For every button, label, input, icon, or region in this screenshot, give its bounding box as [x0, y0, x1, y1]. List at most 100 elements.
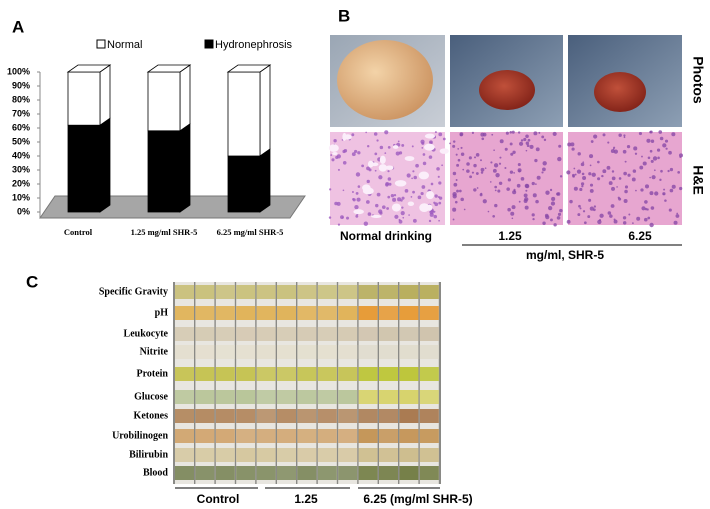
nucleus — [636, 216, 641, 221]
nucleus — [649, 222, 654, 228]
nucleus — [476, 187, 479, 189]
nucleus — [606, 165, 611, 170]
nucleus — [649, 191, 654, 196]
nucleus — [578, 204, 581, 208]
nucleus — [556, 216, 561, 220]
nucleus — [626, 144, 631, 149]
nucleus — [532, 193, 537, 198]
nucleus — [373, 132, 378, 136]
test-pad — [358, 327, 378, 341]
nucleus — [541, 135, 545, 139]
nucleus — [438, 201, 442, 205]
nucleus — [641, 155, 643, 158]
nucleus — [400, 211, 405, 216]
panel-b: Photos H&E Normal drinking 1.25 6.25 mg/… — [328, 35, 706, 262]
nucleus — [497, 189, 501, 193]
bar — [67, 124, 101, 213]
test-pad — [297, 466, 317, 480]
nucleus — [475, 172, 479, 175]
nucleus — [434, 202, 439, 207]
nucleus — [342, 149, 346, 154]
nucleus — [384, 152, 387, 154]
lumen — [371, 214, 382, 218]
test-pad — [277, 367, 296, 381]
test-pad — [175, 327, 194, 341]
nucleus — [466, 169, 470, 173]
nucleus — [597, 219, 602, 225]
nucleus — [452, 140, 456, 143]
nucleus — [669, 188, 674, 193]
nucleus — [511, 130, 515, 134]
nucleus — [460, 197, 464, 202]
nucleus — [538, 131, 541, 134]
test-pad — [399, 345, 419, 359]
nucleus — [484, 167, 487, 170]
test-pad — [236, 306, 256, 320]
nucleus — [543, 138, 547, 142]
nucleus — [428, 155, 433, 159]
nucleus — [607, 211, 612, 215]
nucleus — [454, 200, 458, 204]
test-pad — [338, 367, 358, 381]
test-pad — [215, 345, 235, 359]
nucleus — [559, 175, 563, 178]
bar-top — [66, 64, 112, 73]
test-pad — [236, 409, 256, 423]
row-label: Nitrite — [140, 346, 169, 357]
test-pad — [256, 367, 276, 381]
nucleus — [456, 189, 459, 193]
test-pad — [215, 390, 235, 404]
nucleus — [577, 152, 581, 156]
nucleus — [657, 156, 660, 160]
nucleus — [336, 154, 341, 159]
column-label: 6.25 — [628, 229, 652, 243]
nucleus — [438, 219, 440, 222]
nucleus — [368, 168, 372, 172]
test-pad — [358, 367, 378, 381]
nucleus — [392, 197, 397, 202]
nucleus — [573, 167, 576, 170]
nucleus — [401, 143, 405, 147]
nucleus — [552, 131, 557, 136]
nucleus — [473, 188, 477, 192]
nucleus — [430, 182, 434, 186]
nucleus — [618, 133, 622, 137]
nucleus — [329, 188, 332, 191]
nucleus — [668, 208, 672, 212]
nucleus — [557, 212, 562, 216]
nucleus — [466, 162, 470, 166]
nucleus — [457, 148, 460, 150]
test-pad — [195, 345, 215, 359]
test-pad — [338, 466, 358, 480]
test-pad — [338, 390, 358, 404]
nucleus — [351, 133, 355, 137]
nucleus — [420, 139, 425, 144]
nucleus — [513, 172, 515, 174]
nucleus — [480, 192, 483, 195]
nucleus — [535, 183, 537, 185]
nucleus — [507, 207, 511, 212]
nucleus — [512, 150, 516, 154]
nucleus — [455, 179, 458, 181]
nucleus — [393, 194, 397, 197]
nucleus — [493, 163, 499, 168]
nucleus — [638, 131, 643, 136]
nucleus — [506, 187, 510, 191]
nucleus — [633, 146, 638, 151]
nucleus — [341, 139, 344, 141]
test-pad — [419, 306, 439, 320]
nucleus — [452, 171, 457, 176]
he-image — [568, 132, 682, 225]
nucleus — [582, 176, 587, 181]
nucleus — [398, 151, 403, 155]
nucleus — [468, 156, 472, 160]
nucleus — [573, 186, 578, 191]
nucleus — [518, 141, 524, 146]
group-label: 1.25 — [294, 492, 318, 506]
test-pad — [195, 327, 215, 341]
nucleus — [386, 207, 389, 210]
nucleus — [340, 215, 344, 220]
nucleus — [525, 141, 530, 145]
test-pad — [358, 390, 378, 404]
